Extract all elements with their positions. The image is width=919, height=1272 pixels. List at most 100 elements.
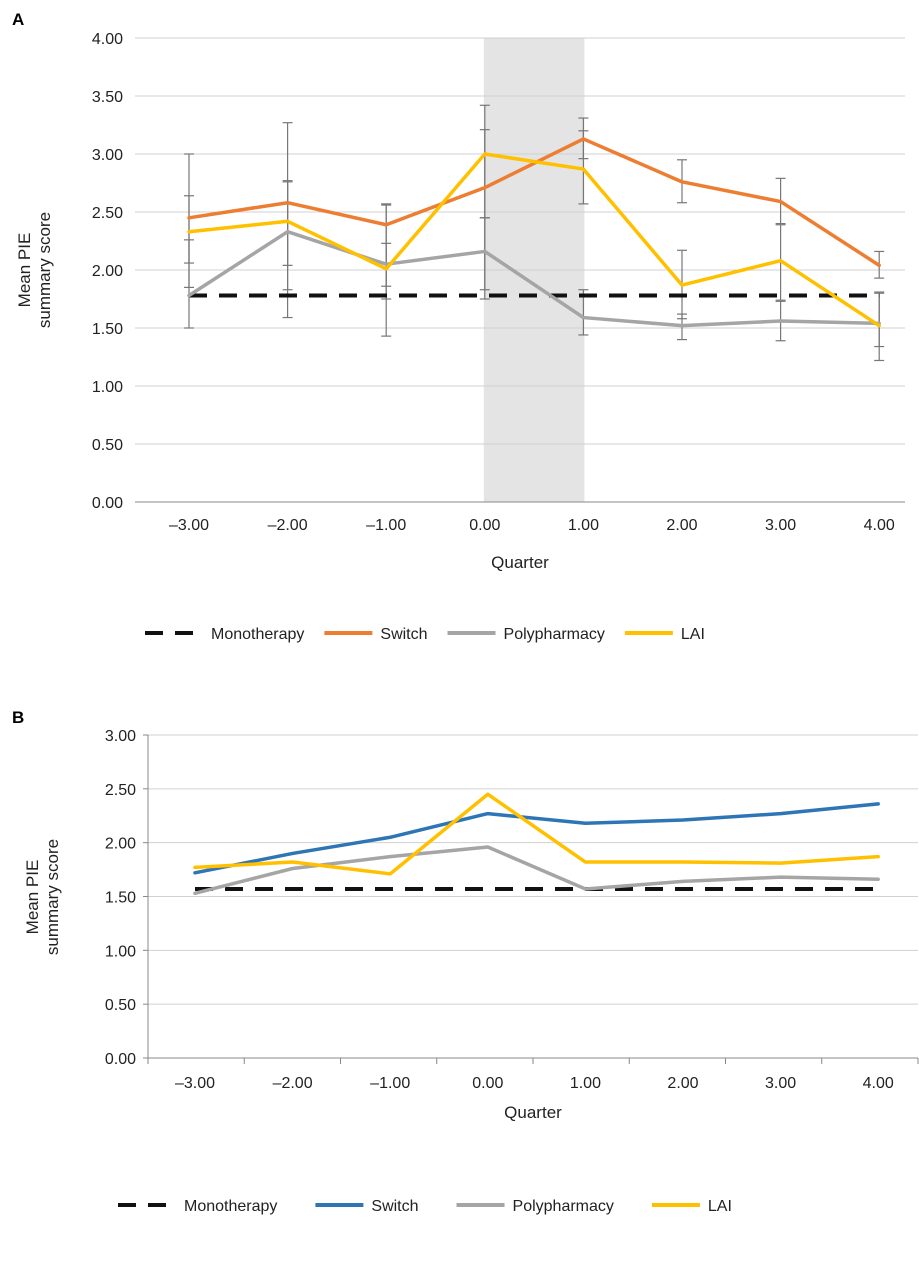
data-point-lai bbox=[389, 872, 392, 875]
legend-label: Polypharmacy bbox=[513, 1198, 614, 1215]
data-point-monotherapy bbox=[486, 887, 489, 890]
legend-label: LAI bbox=[681, 626, 705, 643]
x-tick-label: 1.00 bbox=[568, 517, 599, 534]
series-line-lai bbox=[193, 792, 880, 876]
x-tick-label: 4.00 bbox=[864, 517, 895, 534]
legend-label: Switch bbox=[380, 626, 427, 643]
data-point-polypharmacy bbox=[483, 250, 486, 253]
data-point-monotherapy bbox=[682, 887, 685, 890]
data-point-switch bbox=[682, 819, 685, 822]
legend: Monotherapy Switch Polypharmacy LAI bbox=[145, 626, 705, 643]
data-point-monotherapy bbox=[291, 887, 294, 890]
data-point-lai bbox=[385, 267, 388, 270]
data-point-switch bbox=[389, 836, 392, 839]
y-tick-label: 4.00 bbox=[92, 31, 123, 48]
data-point-monotherapy bbox=[878, 294, 881, 297]
data-point-lai bbox=[188, 230, 191, 233]
data-point-lai bbox=[877, 855, 880, 858]
y-tick-label: 3.00 bbox=[92, 147, 123, 164]
data-point-monotherapy bbox=[286, 294, 289, 297]
data-point-switch bbox=[188, 216, 191, 219]
legend: Monotherapy Switch Polypharmacy LAI bbox=[118, 1198, 732, 1215]
x-tick-label: 3.00 bbox=[765, 517, 796, 534]
data-point-polypharmacy bbox=[389, 855, 392, 858]
data-point-lai bbox=[878, 324, 881, 327]
y-axis-title-line: summary score bbox=[35, 212, 54, 328]
data-point-lai bbox=[682, 861, 685, 864]
data-point-polypharmacy bbox=[291, 867, 294, 870]
x-tick-label: –3.00 bbox=[169, 517, 209, 534]
data-point-monotherapy bbox=[582, 294, 585, 297]
data-point-lai bbox=[291, 861, 294, 864]
x-tick-label: 0.00 bbox=[472, 1075, 503, 1092]
data-point-monotherapy bbox=[194, 887, 197, 890]
data-point-lai bbox=[584, 861, 587, 864]
y-axis-title-line: Mean PIE bbox=[23, 860, 42, 935]
x-axis-title: Quarter bbox=[504, 1103, 562, 1122]
chart-panel-b: B 0.00 0.50 1.00 1.50 2.00 2.50 3.00 –3.00 –2.00 –… bbox=[12, 708, 919, 1215]
data-point-switch bbox=[286, 201, 289, 204]
x-tick-label: –3.00 bbox=[175, 1075, 215, 1092]
x-tick-label: –2.00 bbox=[273, 1075, 313, 1092]
data-point-monotherapy bbox=[681, 294, 684, 297]
data-point-switch bbox=[877, 802, 880, 805]
legend-label: Monotherapy bbox=[184, 1198, 277, 1215]
x-tick-label: –1.00 bbox=[370, 1075, 410, 1092]
data-point-monotherapy bbox=[385, 294, 388, 297]
x-axis-title: Quarter bbox=[491, 553, 549, 572]
y-axis-title: Mean PIEsummary score bbox=[15, 212, 54, 328]
x-tick-label: 2.00 bbox=[666, 517, 697, 534]
data-point-polypharmacy bbox=[779, 876, 782, 879]
legend-label: LAI bbox=[708, 1198, 732, 1215]
data-point-polypharmacy bbox=[584, 887, 587, 890]
y-tick-label: 1.00 bbox=[92, 379, 123, 396]
x-tick-label: 2.00 bbox=[667, 1075, 698, 1092]
y-axis-title-line: summary score bbox=[43, 839, 62, 955]
y-tick-label: 1.50 bbox=[105, 890, 136, 907]
y-tick-label: 1.00 bbox=[105, 943, 136, 960]
data-point-switch bbox=[194, 871, 197, 874]
series-line-polypharmacy bbox=[193, 845, 880, 896]
data-point-lai bbox=[483, 153, 486, 156]
y-axis-title-line: Mean PIE bbox=[15, 233, 34, 308]
data-point-switch bbox=[483, 186, 486, 189]
x-tick-label: 3.00 bbox=[765, 1075, 796, 1092]
legend-label: Polypharmacy bbox=[504, 626, 605, 643]
panel-label: A bbox=[12, 10, 24, 29]
y-axis-title: Mean PIEsummary score bbox=[23, 839, 62, 955]
data-point-polypharmacy bbox=[486, 845, 489, 848]
legend-label: Monotherapy bbox=[211, 626, 304, 643]
data-point-lai bbox=[779, 862, 782, 865]
data-point-switch bbox=[681, 180, 684, 183]
data-point-monotherapy bbox=[779, 887, 782, 890]
data-point-switch bbox=[486, 812, 489, 815]
y-tick-label: 0.50 bbox=[92, 437, 123, 454]
data-point-lai bbox=[486, 793, 489, 796]
data-point-polypharmacy bbox=[682, 880, 685, 883]
data-point-polypharmacy bbox=[877, 878, 880, 881]
y-tick-label: 2.00 bbox=[92, 263, 123, 280]
chart-panel-a: A 0.00 0.50 1.00 1.50 2.00 2.50 3.00 3.50 4.00 –3.… bbox=[12, 10, 905, 643]
data-point-monotherapy bbox=[389, 887, 392, 890]
data-point-lai bbox=[194, 866, 197, 869]
x-tick-label: 4.00 bbox=[863, 1075, 894, 1092]
data-point-polypharmacy bbox=[188, 294, 191, 297]
data-point-polypharmacy bbox=[779, 320, 782, 323]
data-point-switch bbox=[779, 200, 782, 203]
data-point-monotherapy bbox=[483, 294, 486, 297]
data-point-lai bbox=[681, 284, 684, 287]
y-tick-label: 2.50 bbox=[105, 782, 136, 799]
data-point-monotherapy bbox=[779, 294, 782, 297]
x-tick-label: 0.00 bbox=[469, 517, 500, 534]
series-line-lai bbox=[187, 152, 881, 328]
data-point-switch bbox=[878, 264, 881, 267]
y-tick-label: 0.50 bbox=[105, 997, 136, 1014]
data-point-lai bbox=[286, 220, 289, 223]
data-point-lai bbox=[779, 259, 782, 262]
x-tick-label: 1.00 bbox=[570, 1075, 601, 1092]
data-point-switch bbox=[385, 223, 388, 226]
data-point-lai bbox=[582, 168, 585, 171]
data-point-switch bbox=[779, 812, 782, 815]
data-point-switch bbox=[582, 137, 585, 140]
